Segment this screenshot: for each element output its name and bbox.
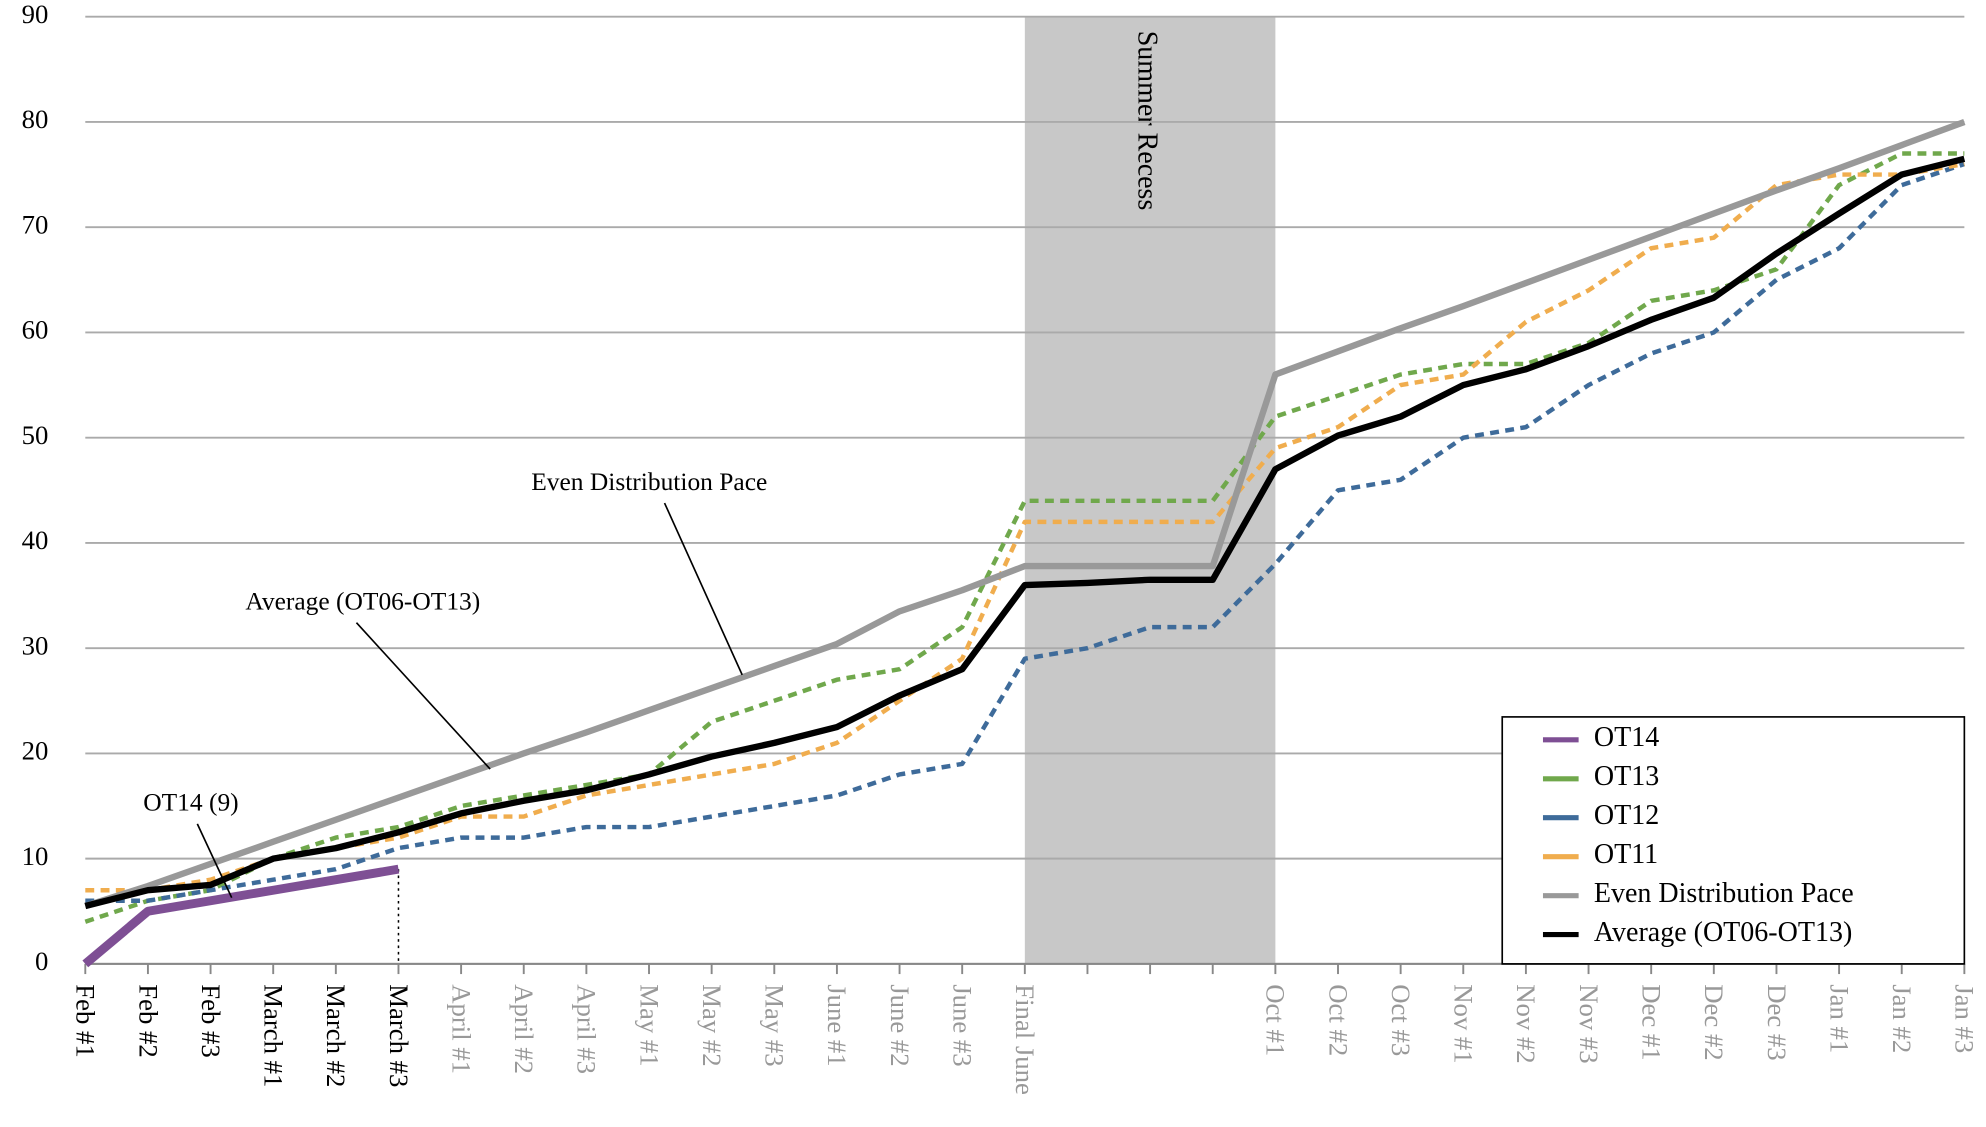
- x-tick-label: Jan #2: [1887, 984, 1917, 1053]
- legend-label: OT13: [1594, 761, 1659, 792]
- y-tick-label: 0: [35, 946, 48, 976]
- y-tick-label: 10: [22, 841, 49, 871]
- series-line: [84, 151, 1965, 924]
- legend-label: Average (OT06-OT13): [1594, 917, 1852, 948]
- x-tick-label: March #1: [259, 984, 289, 1087]
- legend-box: [1501, 716, 1966, 965]
- annotation-arrow: [355, 622, 491, 770]
- x-tick-label: Nov #1: [1449, 984, 1479, 1063]
- x-tick-label: Feb #3: [196, 984, 226, 1057]
- y-tick-label: 70: [22, 209, 49, 239]
- y-tick-label: 80: [22, 104, 49, 134]
- series-line: [85, 161, 1966, 903]
- x-tick-label: Oct #3: [1386, 984, 1416, 1056]
- shaded-region: [1024, 16, 1276, 964]
- x-tick-label: Dec #2: [1699, 984, 1729, 1060]
- x-tick-label: March #2: [321, 984, 351, 1087]
- x-tick-label: May #3: [760, 984, 790, 1066]
- x-tick-label: April #3: [572, 984, 602, 1074]
- x-tick-label: June #2: [885, 984, 915, 1066]
- y-tick-label: 40: [22, 525, 49, 555]
- x-tick-label: April #1: [446, 984, 476, 1074]
- y-tick-label: 30: [22, 630, 49, 660]
- x-tick-label: Dec #3: [1762, 984, 1792, 1060]
- series-line: [84, 118, 1966, 910]
- annotation: Even Distribution Pace: [531, 467, 767, 496]
- annotation-arrow: [663, 502, 743, 676]
- x-tick-label: Dec #1: [1636, 984, 1666, 1060]
- annotation: OT14 (9): [143, 788, 238, 817]
- x-tick-label: Feb #2: [133, 984, 163, 1057]
- legend-label: Even Distribution Pace: [1594, 878, 1854, 909]
- x-tick-label: June #1: [822, 984, 852, 1066]
- region-label: Summer Recess: [1132, 31, 1163, 211]
- legend-label: OT12: [1594, 800, 1659, 831]
- x-tick-label: May #1: [634, 984, 664, 1066]
- x-tick-label: March #3: [384, 984, 414, 1087]
- x-tick-label: June #3: [948, 984, 978, 1066]
- series-line: [82, 864, 400, 968]
- x-tick-label: Oct #1: [1261, 984, 1291, 1056]
- annotation-arrow: [196, 823, 233, 899]
- y-tick-label: 20: [22, 736, 49, 766]
- x-tick-label: Feb #1: [71, 984, 101, 1057]
- x-tick-label: Nov #2: [1511, 984, 1541, 1063]
- legend-label: OT11: [1594, 839, 1658, 870]
- x-tick-label: Oct #2: [1323, 984, 1353, 1056]
- series-line: [84, 155, 1966, 910]
- series-line: [85, 161, 1965, 893]
- y-tick-label: 50: [22, 420, 49, 450]
- y-tick-label: 90: [22, 0, 49, 29]
- x-tick-label: April #2: [509, 984, 539, 1074]
- x-tick-label: Nov #3: [1574, 984, 1604, 1063]
- x-tick-label: Final June: [1010, 984, 1040, 1095]
- annotation: Average (OT06-OT13): [245, 586, 480, 615]
- x-tick-label: Jan #3: [1950, 984, 1980, 1053]
- x-tick-label: May #2: [697, 984, 727, 1066]
- legend-label: OT14: [1594, 722, 1659, 753]
- y-tick-label: 60: [22, 315, 49, 345]
- x-tick-label: Jan #1: [1824, 984, 1854, 1053]
